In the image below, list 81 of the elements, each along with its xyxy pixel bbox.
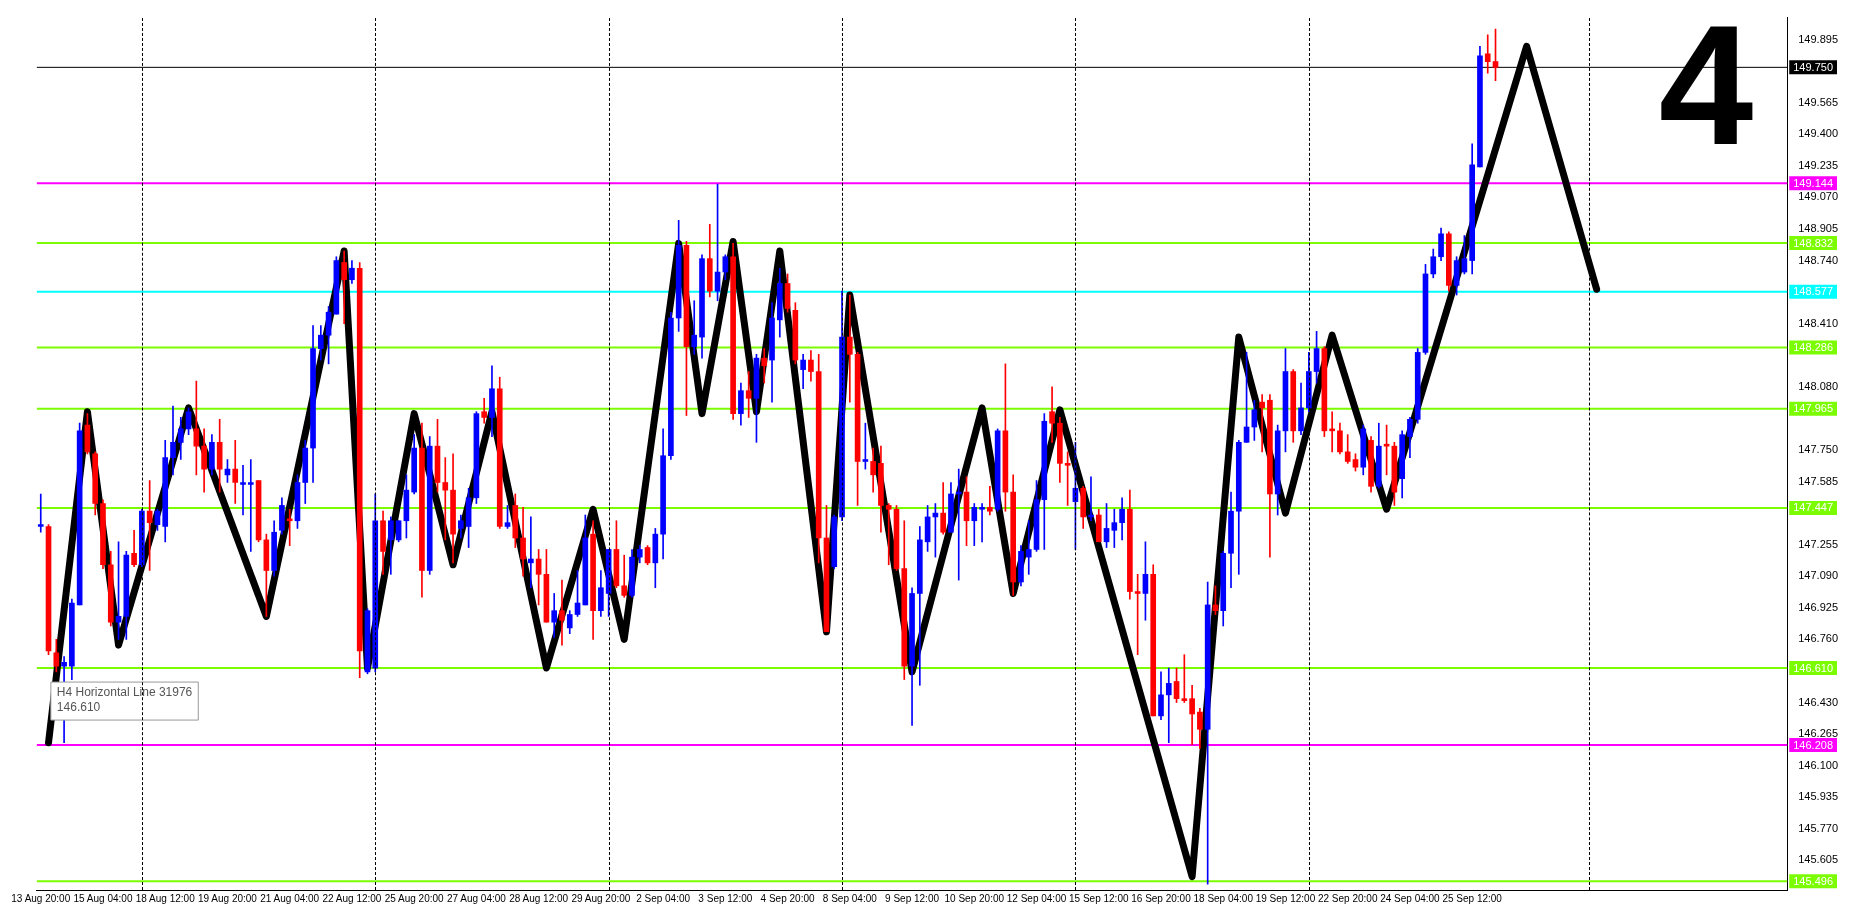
candlestick bbox=[481, 397, 488, 424]
candlestick bbox=[691, 300, 698, 355]
x-tick-label: 29 Aug 20:00 bbox=[571, 892, 631, 904]
candlestick bbox=[247, 459, 254, 552]
x-tick-label: 13 Aug 20:00 bbox=[11, 892, 71, 904]
x-tick-label: 16 Sep 20:00 bbox=[1131, 892, 1192, 904]
y-tick-label: 148.410 bbox=[1798, 316, 1838, 329]
x-tick-label: 19 Sep 12:00 bbox=[1255, 892, 1316, 904]
ref-line-label: 149.750 bbox=[1793, 60, 1833, 73]
y-tick-label: 149.895 bbox=[1798, 32, 1838, 45]
x-tick-label: 4 Sep 20:00 bbox=[760, 892, 815, 904]
y-tick-label: 146.100 bbox=[1798, 758, 1838, 771]
x-tick-label: 8 Sep 04:00 bbox=[822, 892, 878, 904]
candlestick bbox=[170, 405, 176, 476]
ref-line-label: 147.965 bbox=[1793, 402, 1833, 415]
y-tick-label: 148.080 bbox=[1798, 379, 1838, 392]
candlestick bbox=[341, 250, 347, 325]
x-tick-label: 15 Aug 04:00 bbox=[73, 892, 133, 904]
candlestick bbox=[745, 371, 752, 418]
x-tick-label: 19 Aug 20:00 bbox=[197, 892, 258, 904]
x-tick-label: 24 Sep 04:00 bbox=[1380, 892, 1441, 904]
ref-line-label: 147.447 bbox=[1793, 501, 1833, 514]
x-tick-label: 21 Aug 04:00 bbox=[260, 892, 320, 904]
x-tick-label: 28 Aug 12:00 bbox=[509, 892, 569, 904]
ref-line-label: 149.144 bbox=[1793, 176, 1833, 189]
candlestick bbox=[442, 457, 449, 541]
y-tick-label: 147.750 bbox=[1798, 443, 1838, 455]
y-tick-label: 149.400 bbox=[1798, 127, 1838, 140]
y-tick-label: 148.740 bbox=[1798, 253, 1838, 266]
y-tick-label: 147.585 bbox=[1798, 474, 1838, 487]
x-tick-label: 27 Aug 04:00 bbox=[446, 892, 507, 904]
y-tick-label: 149.235 bbox=[1798, 158, 1838, 171]
candlestick bbox=[761, 348, 768, 384]
ref-line-label: 148.577 bbox=[1793, 285, 1833, 298]
candlestick bbox=[1259, 394, 1265, 453]
ref-line-label: 148.286 bbox=[1793, 340, 1833, 353]
y-tick-label: 149.070 bbox=[1798, 190, 1838, 203]
candlestick bbox=[1049, 386, 1055, 443]
x-tick-label: 12 Sep 04:00 bbox=[1006, 892, 1067, 904]
x-tick-label: 25 Sep 12:00 bbox=[1442, 892, 1503, 904]
x-tick-label: 3 Sep 12:00 bbox=[698, 892, 753, 904]
annotation: H4 Horizontal Line 31976 146.610 bbox=[56, 685, 193, 715]
candlestick bbox=[846, 294, 853, 403]
x-tick-label: 9 Sep 12:00 bbox=[885, 892, 940, 904]
x-tick-label: 18 Sep 04:00 bbox=[1193, 892, 1254, 904]
candlestick bbox=[1025, 520, 1032, 575]
y-tick-label: 146.925 bbox=[1798, 600, 1838, 613]
candlestick bbox=[1165, 667, 1172, 744]
candlestick bbox=[559, 579, 565, 646]
candlestick bbox=[979, 503, 985, 543]
candlestick bbox=[621, 554, 628, 598]
candlestick bbox=[37, 493, 44, 533]
x-tick-label: 15 Sep 12:00 bbox=[1069, 892, 1129, 904]
y-tick-label: 146.760 bbox=[1798, 632, 1838, 645]
candlestick bbox=[1181, 654, 1188, 703]
y-tick-label: 147.090 bbox=[1798, 569, 1838, 582]
ref-line-label: 148.832 bbox=[1793, 236, 1833, 249]
candlestick bbox=[1111, 508, 1118, 548]
x-tick-label: 2 Sep 04:00 bbox=[636, 892, 691, 904]
y-tick-label: 145.605 bbox=[1798, 853, 1838, 866]
x-tick-label: 10 Sep 20:00 bbox=[944, 892, 1005, 904]
candlestick bbox=[987, 485, 993, 516]
candlestick bbox=[885, 503, 892, 566]
y-tick-label: 146.265 bbox=[1798, 727, 1838, 740]
x-tick-label: 18 Aug 12:00 bbox=[135, 892, 196, 904]
candlestick bbox=[232, 440, 239, 504]
candlestick bbox=[240, 464, 246, 516]
y-tick-label: 147.255 bbox=[1798, 537, 1838, 550]
y-tick-label: 145.770 bbox=[1798, 821, 1838, 834]
ref-line-label: 146.610 bbox=[1793, 661, 1833, 674]
ref-line-label: 146.208 bbox=[1793, 738, 1833, 751]
candlestick bbox=[528, 516, 534, 589]
x-tick-label: 22 Sep 20:00 bbox=[1317, 892, 1378, 904]
y-tick-label: 148.905 bbox=[1798, 222, 1838, 235]
y-tick-label: 149.565 bbox=[1798, 95, 1838, 108]
y-tick-label: 145.935 bbox=[1798, 790, 1838, 803]
x-tick-label: 22 Aug 12:00 bbox=[322, 892, 382, 904]
ref-line-label: 145.496 bbox=[1793, 874, 1833, 887]
y-tick-label: 146.430 bbox=[1798, 695, 1838, 708]
candlestick bbox=[1484, 34, 1491, 74]
x-tick-label: 25 Aug 20:00 bbox=[384, 892, 445, 904]
